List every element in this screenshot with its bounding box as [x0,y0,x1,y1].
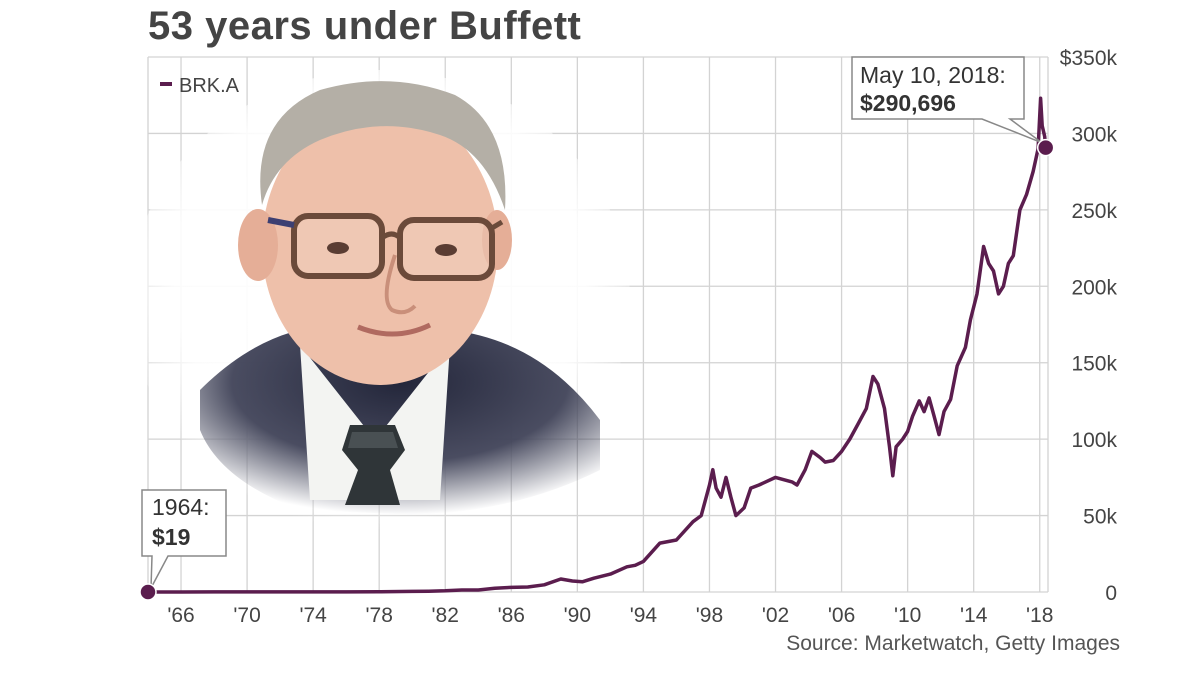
x-tick-label: '10 [894,604,921,627]
y-tick-label: 250k [1071,200,1117,223]
y-tick-label: 100k [1071,429,1117,452]
y-tick-label: 0 [1105,582,1117,605]
source-note: Source: Marketwatch, Getty Images [786,632,1120,655]
x-tick-label: '90 [564,604,591,627]
callout-start-value: $19 [152,524,190,550]
x-tick-label: '98 [696,604,723,627]
x-tick-label: '06 [828,604,855,627]
legend-label-brk-a: BRK.A [179,75,240,97]
annotations-layer: 1964: $19 May 10, 2018:$290,696 [139,56,1055,601]
x-tick-label: '70 [233,604,260,627]
legend: BRK.A [160,75,240,97]
x-tick-label: '02 [762,604,789,627]
x-tick-label: '66 [167,604,194,627]
x-tick-label: '14 [960,604,988,627]
series-line-brk-a [148,96,1048,594]
x-tick-label: '74 [299,604,327,627]
y-tick-label: 50k [1083,506,1117,529]
data-point-start [139,583,157,601]
axes-layer: 0 50k 100k 150k 200k 250k 300k $350k '66 '70 '74 '7… [167,47,1117,627]
x-tick-label: '78 [366,604,393,627]
chart-title: 53 years under Buffett [148,4,582,48]
callout-box-start [141,489,227,589]
portrait-photo [130,70,630,530]
data-point-end [1036,138,1055,157]
y-tick-label: 200k [1071,276,1117,299]
y-tick-label: 150k [1071,353,1117,376]
callout-start-date: 1964: [152,494,210,520]
y-tick-label: 300k [1071,123,1117,146]
x-tick-label: '86 [498,604,525,627]
y-tick-label: $350k [1060,47,1118,70]
x-tick-label: '82 [432,604,459,627]
callout-end-value: $290,696 [860,90,956,116]
x-tick-label: '18 [1026,604,1053,627]
series-layer [148,96,1048,594]
callout-box-end [851,56,1043,144]
callout-end-date: May 10, 2018: [860,62,1006,88]
x-tick-label: '94 [630,604,658,627]
